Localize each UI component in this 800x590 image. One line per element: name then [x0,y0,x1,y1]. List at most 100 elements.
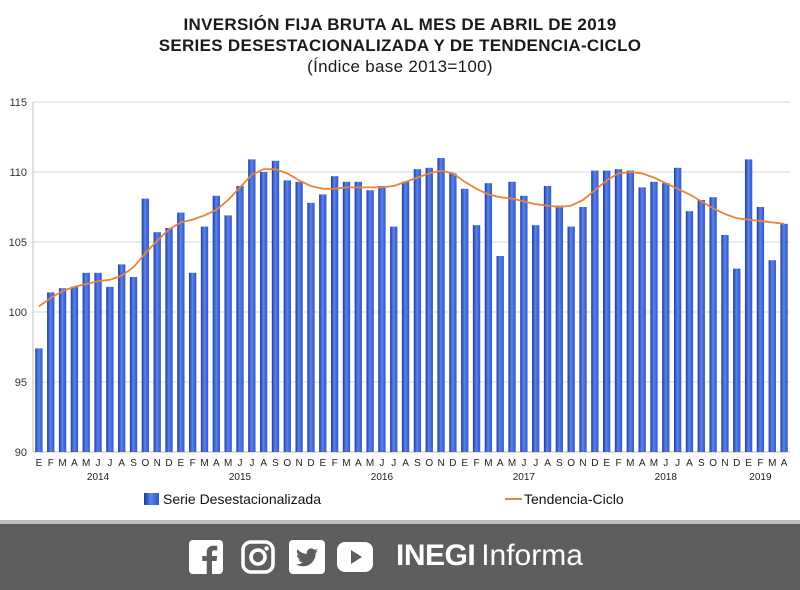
bar [58,288,67,452]
footer-bar: INEGI Informa [0,520,800,590]
x-month-label: J [675,458,680,469]
bar [342,181,351,453]
x-month-label: A [686,458,693,469]
bar [744,159,753,452]
facebook-icon[interactable] [189,540,223,574]
x-month-label: J [249,458,254,469]
trend-line [38,168,785,308]
twitter-icon[interactable] [289,540,325,574]
bar [330,176,339,452]
bar [153,232,161,452]
x-month-label: E [178,458,185,469]
x-month-label: O [567,458,575,469]
x-month-label: S [272,458,279,469]
bar [496,256,504,452]
x-month-label: J [237,458,242,469]
x-month-label: O [283,458,291,469]
x-month-label: F [332,458,338,469]
chart-subtitle: SERIES DESESTACIONALIZADA Y DE TENDENCIA… [158,36,642,55]
bar [709,197,717,452]
bar [200,226,209,452]
bar [602,170,611,452]
bar [461,188,469,453]
x-month-label: A [781,458,788,469]
x-month-label: O [141,458,149,469]
bar [189,272,197,452]
bar [165,228,173,452]
bar [47,292,55,452]
youtube-icon[interactable] [337,540,373,574]
instagram-icon[interactable] [241,540,275,574]
x-month-label: A [213,458,220,469]
bar [756,207,765,452]
bar [401,181,410,453]
x-month-label: D [591,458,598,469]
y-tick-label: 90 [15,447,27,459]
bar [721,235,729,452]
bar [283,180,291,452]
y-tick-label: 105 [9,237,27,249]
x-month-label: D [733,458,740,469]
x-month-label: S [556,458,563,469]
legend-bar-label: Serie Desestacionalizada [163,491,321,507]
bar [413,169,422,452]
bar [520,195,528,453]
bar [484,183,493,452]
bar [638,187,646,452]
bar [697,200,705,452]
brand-bold-text: INEGI [396,539,476,572]
bar [271,160,280,453]
x-month-label: S [698,458,705,469]
bar [579,207,587,452]
bar [780,223,788,452]
x-month-label: M [484,458,492,469]
bar [567,226,575,452]
bar [662,183,670,452]
x-month-label: A [71,458,78,469]
x-month-label: M [224,458,232,469]
x-month-label: N [437,458,444,469]
bar [248,159,256,452]
x-month-label: M [342,458,350,469]
bar [224,215,232,452]
x-month-label: S [414,458,421,469]
x-month-label: E [461,458,468,469]
x-month-label: F [615,458,621,469]
x-month-label: M [366,458,374,469]
chart-title: INVERSIÓN FIJA BRUTA AL MES DE ABRIL DE … [183,15,617,34]
bar [70,286,79,452]
bar [508,181,516,453]
x-year-label: 2017 [513,472,536,483]
bar [212,195,221,453]
x-year-label: 2018 [655,472,678,483]
x-month-label: N [154,458,161,469]
x-month-label: J [379,458,384,469]
x-month-label: F [757,458,763,469]
bar [307,202,315,452]
bar [614,169,623,452]
bar [141,198,150,452]
x-year-label: 2016 [371,472,394,483]
x-month-label: M [58,458,66,469]
bar [626,170,634,452]
x-month-label: N [579,458,586,469]
x-month-label: E [745,458,752,469]
x-month-label: A [402,458,409,469]
bar [390,226,398,452]
x-month-label: E [319,458,326,469]
bar [673,167,682,453]
x-month-label: J [107,458,112,469]
y-tick-label: 95 [15,377,27,389]
x-year-label: 2019 [749,472,772,483]
chart-panel: INVERSIÓN FIJA BRUTA AL MES DE ABRIL DE … [8,15,790,507]
bar [129,277,138,452]
legend-bar-swatch [144,493,159,505]
x-month-label: N [721,458,728,469]
x-year-label: 2015 [229,472,252,483]
bar [650,181,658,453]
bar [591,170,599,452]
x-month-label: D [165,458,172,469]
x-month-label: E [603,458,610,469]
bar [472,225,481,452]
